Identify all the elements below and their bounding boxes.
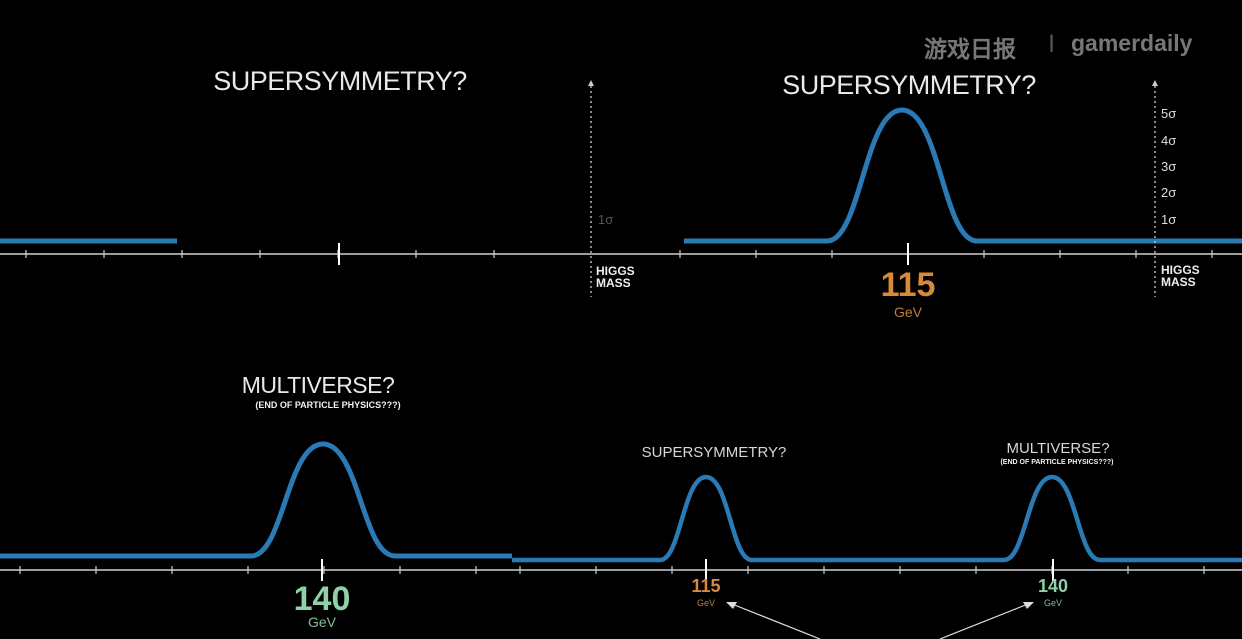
bottom-right-mass-140: 140 xyxy=(1037,576,1069,596)
watermark-cn: 游戏日报 xyxy=(924,36,1016,62)
sigma-tick-4: 4σ xyxy=(1161,133,1177,148)
top-left-sigma-label: 1σ xyxy=(598,212,614,227)
sigma-tick-3: 3σ xyxy=(1161,159,1177,174)
top-right-mass-label: 115 xyxy=(880,266,936,304)
higgs-word: HIGGS xyxy=(1161,263,1200,277)
top-left-higgs-arrowhead xyxy=(588,80,594,86)
bottom-right-arrow-140-head xyxy=(1023,602,1034,609)
bottom-right-arrow-115-head xyxy=(726,602,737,609)
bottom-right-two-peak-curve xyxy=(512,474,1242,563)
sigma-tick-2: 2σ xyxy=(1161,185,1177,200)
mass-word: MASS xyxy=(596,276,631,290)
bottom-left-mass-label: 140 xyxy=(293,580,351,618)
bottom-right-unit-140: GeV xyxy=(1043,598,1063,608)
watermark-en: gamerdaily xyxy=(1071,30,1193,56)
bottom-left-multiverse-curve xyxy=(0,441,512,559)
bottom-right-mass-115: 115 xyxy=(691,576,721,596)
bottom-right-arrow-140-line xyxy=(939,603,1029,639)
top-right-title: SUPERSYMMETRY? xyxy=(782,70,1036,100)
bottom-left-unit-label: GeV xyxy=(307,614,337,630)
sigma-tick-5: 5σ xyxy=(1161,106,1177,121)
top-left-higgs-label: HIGGS MASS xyxy=(596,265,635,289)
mass-word: MASS xyxy=(1161,275,1196,289)
bottom-right-right-subtitle: (END OF PARTICLE PHYSICS???) xyxy=(1000,459,1114,466)
top-right-higgs-label: HIGGS MASS xyxy=(1161,264,1200,288)
bottom-right-left-title: SUPERSYMMETRY? xyxy=(641,444,787,461)
bottom-right-unit-115: GeV xyxy=(696,598,716,608)
sigma-tick-1: 1σ xyxy=(1161,212,1177,227)
bottom-right-right-title: MULTIVERSE? xyxy=(1006,440,1110,457)
bottom-right-arrow-115-line xyxy=(731,603,821,639)
higgs-word: HIGGS xyxy=(596,264,635,278)
top-left-title: SUPERSYMMETRY? xyxy=(213,66,467,96)
bottom-left-title: MULTIVERSE? xyxy=(241,372,395,398)
top-right-supersymmetry-curve xyxy=(684,107,1242,244)
top-right-higgs-arrowhead xyxy=(1152,80,1158,86)
top-right-unit-label: GeV xyxy=(893,304,923,320)
watermark-separator: | xyxy=(1049,32,1055,52)
bottom-left-subtitle: (END OF PARTICLE PHYSICS???) xyxy=(255,400,401,410)
